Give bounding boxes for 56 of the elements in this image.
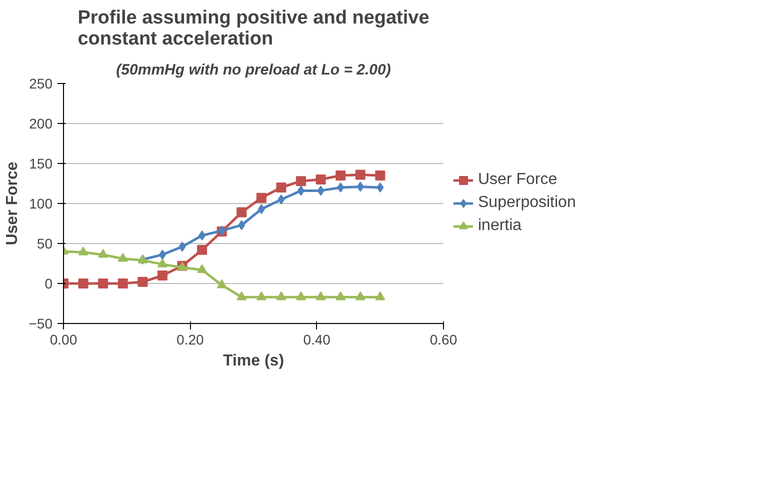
point bbox=[355, 291, 366, 300]
legend-label: inertia bbox=[478, 217, 522, 235]
x-tick-label: 0.40 bbox=[303, 332, 331, 348]
x-tick-label: 0.00 bbox=[50, 332, 78, 348]
x-tick-label: 0.20 bbox=[176, 332, 204, 348]
point bbox=[118, 253, 128, 262]
y-tick-label: 250 bbox=[29, 76, 53, 92]
point bbox=[258, 204, 265, 214]
point bbox=[256, 291, 266, 300]
point bbox=[336, 170, 346, 180]
x-tick-label: 0.60 bbox=[430, 332, 458, 348]
point bbox=[178, 242, 186, 252]
point bbox=[276, 182, 286, 192]
point bbox=[317, 186, 324, 196]
point bbox=[316, 174, 326, 184]
y-tick-label: 200 bbox=[29, 116, 53, 132]
point bbox=[356, 182, 364, 192]
point bbox=[197, 264, 208, 273]
point bbox=[376, 182, 384, 192]
point bbox=[157, 258, 168, 268]
point bbox=[278, 194, 285, 204]
point bbox=[157, 270, 168, 280]
point bbox=[198, 230, 206, 240]
y-tick-label: 0 bbox=[44, 276, 53, 292]
legend-label: User Force bbox=[478, 171, 558, 189]
y-tick-label: 50 bbox=[36, 236, 53, 252]
chart-subtitle: (50mmHg with no preload at Lo = 2.00) bbox=[116, 62, 391, 78]
point bbox=[375, 291, 386, 300]
point bbox=[98, 249, 108, 258]
point bbox=[355, 170, 366, 180]
y-axis-title: User Force bbox=[4, 162, 21, 246]
point bbox=[78, 246, 88, 256]
legend-label: Superposition bbox=[478, 194, 576, 212]
point bbox=[238, 220, 246, 230]
point bbox=[138, 276, 148, 287]
point bbox=[236, 207, 247, 218]
y-tick-label: −50 bbox=[28, 316, 53, 332]
y-tick-label: 150 bbox=[29, 156, 53, 172]
point bbox=[216, 279, 227, 288]
point bbox=[256, 192, 266, 203]
point bbox=[78, 278, 88, 288]
point bbox=[316, 291, 326, 300]
point bbox=[296, 176, 306, 186]
point bbox=[98, 278, 108, 288]
point bbox=[337, 182, 344, 192]
x-axis-title: Time (s) bbox=[222, 352, 284, 370]
point bbox=[118, 278, 128, 288]
point bbox=[236, 291, 247, 300]
point bbox=[336, 291, 346, 300]
y-tick-label: 100 bbox=[29, 196, 53, 212]
point bbox=[276, 291, 286, 300]
point bbox=[375, 170, 386, 180]
point bbox=[197, 244, 208, 255]
chart-title: Profile assuming positive and negative constant acceleration bbox=[78, 8, 430, 50]
point bbox=[158, 250, 166, 260]
point bbox=[296, 291, 306, 300]
